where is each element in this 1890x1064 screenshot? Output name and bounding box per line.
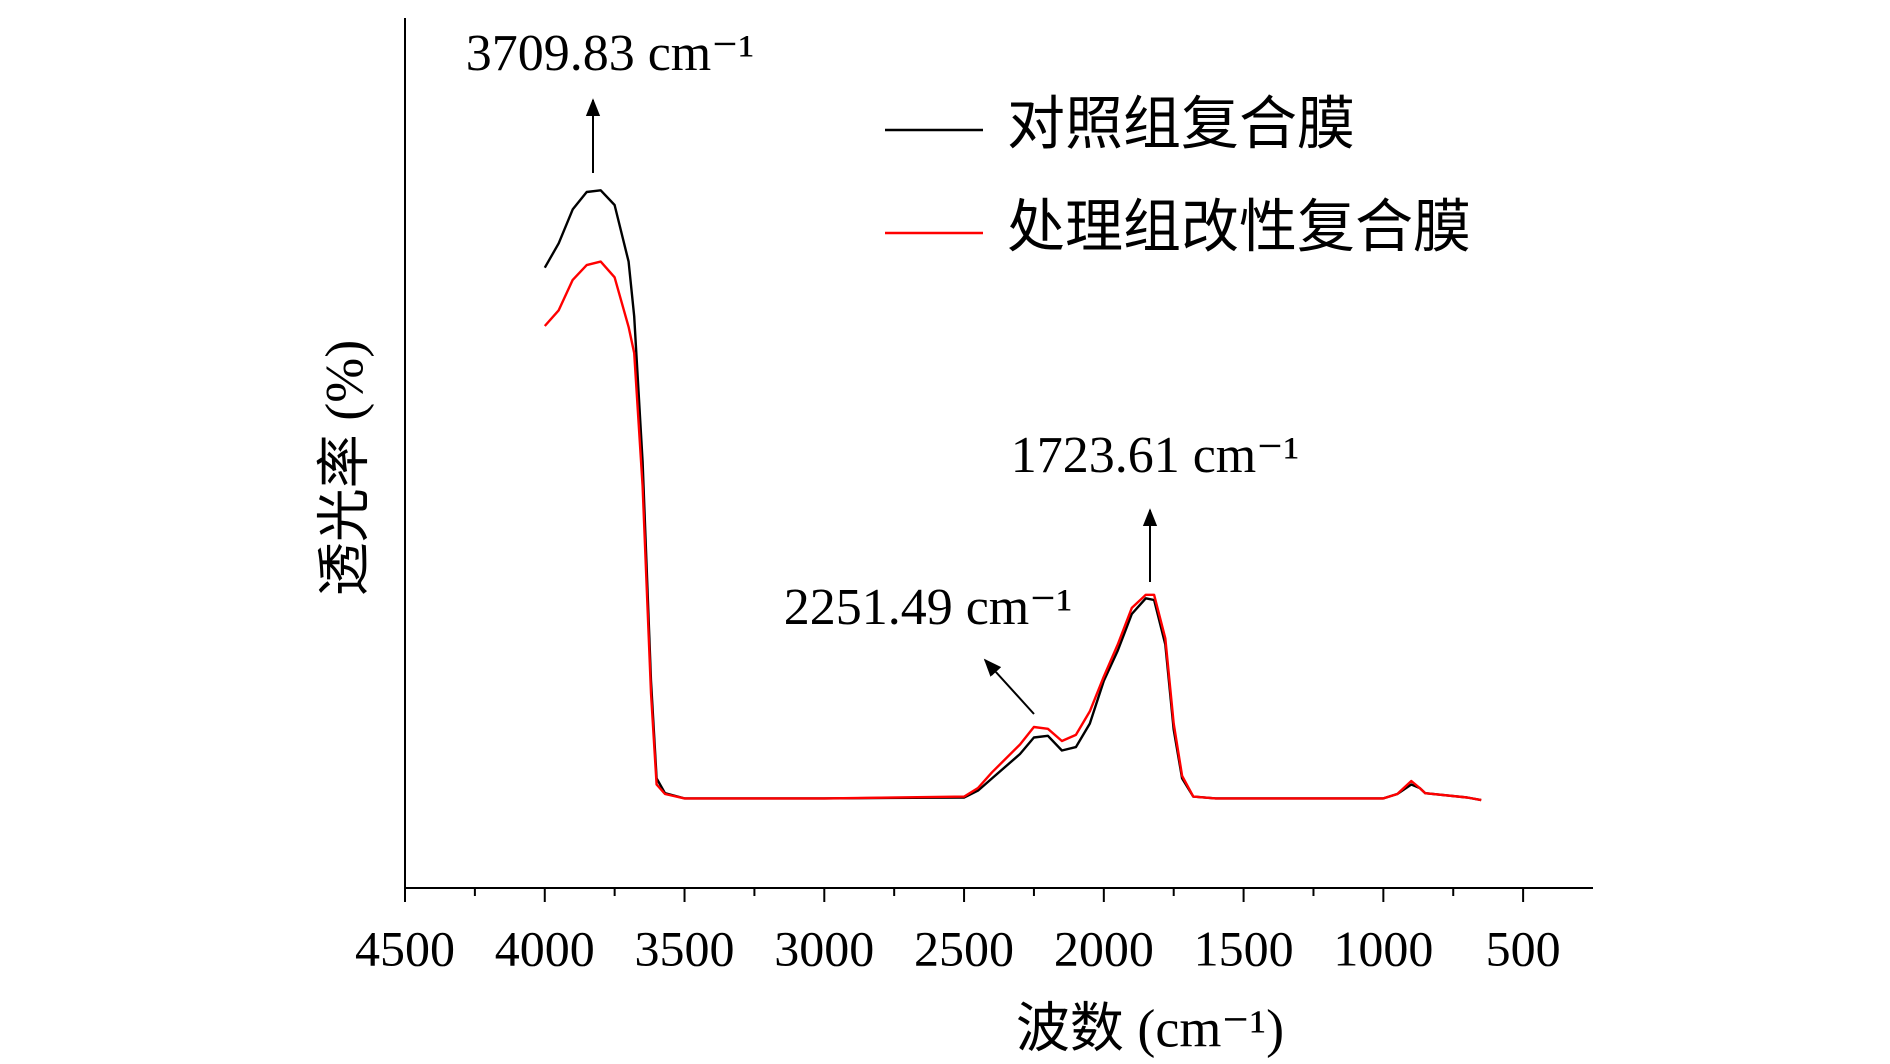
x-axis-label: 波数 (cm⁻¹) (1016, 998, 1284, 1058)
x-tick-label: 4500 (355, 920, 455, 976)
x-tick-label: 4000 (495, 920, 595, 976)
annotation: 2251.49 cm⁻¹ (784, 579, 1073, 636)
x-tick-label: 3500 (635, 920, 735, 976)
annotation: 3709.83 cm⁻¹ (466, 25, 755, 82)
x-tick-label: 500 (1486, 920, 1561, 976)
x-tick-label: 2500 (914, 920, 1014, 976)
legend-label: 对照组复合膜 (1007, 91, 1355, 156)
annotation-arrow (983, 658, 1035, 715)
series-line (543, 260, 1482, 802)
x-tick-label: 3000 (774, 920, 874, 976)
x-tick-label: 1000 (1333, 920, 1433, 976)
annotation: 1723.61 cm⁻¹ (1011, 427, 1300, 484)
legend-label: 处理组改性复合膜 (1007, 194, 1471, 259)
series-line (543, 189, 1482, 802)
x-tick-label: 2000 (1054, 920, 1154, 976)
y-axis-label: 透光率 (%) (314, 340, 374, 596)
x-tick-label: 1500 (1194, 920, 1294, 976)
